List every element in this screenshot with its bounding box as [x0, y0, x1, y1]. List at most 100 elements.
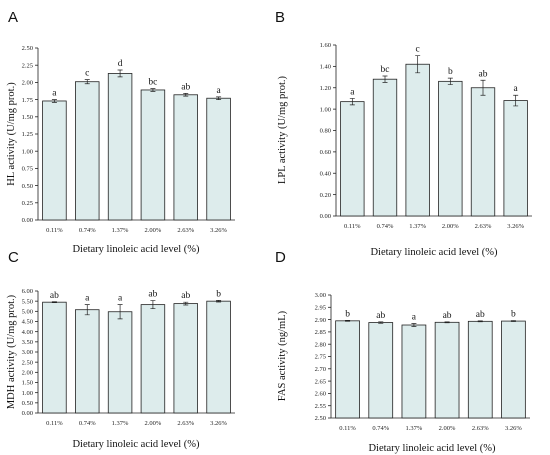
x-axis-label: Dietary linoleic acid level (%) — [72, 244, 200, 255]
y-tick-label: 0.60 — [320, 149, 331, 156]
y-tick-label: 0.50 — [22, 400, 33, 407]
y-tick-label: 2.60 — [315, 391, 326, 398]
y-tick-label: 2.65 — [315, 378, 326, 385]
significance-letter: b — [511, 310, 516, 320]
y-tick-label: 1.50 — [22, 114, 33, 121]
y-tick-label: 3.50 — [22, 339, 33, 346]
y-tick-label: 2.80 — [315, 341, 326, 348]
axis-lines — [37, 48, 235, 221]
bar — [206, 97, 231, 221]
y-tick-label: 0.50 — [22, 183, 33, 190]
y-tick-label: 5.00 — [22, 309, 33, 316]
x-tick-label: 2.63% — [177, 227, 194, 234]
error-bar — [382, 75, 388, 83]
significance-letter: ab — [443, 311, 452, 321]
x-tick-label: 2.00% — [145, 227, 162, 234]
significance-letter: d — [118, 59, 123, 69]
x-axis-label: Dietary linoleic acid level (%) — [72, 439, 200, 450]
significance-letter: b — [345, 309, 350, 319]
y-tick-label: 5.50 — [22, 298, 33, 305]
significance-letter: b — [216, 289, 221, 299]
significance-letter: bc — [148, 78, 157, 88]
y-tick-label: 0.80 — [320, 128, 331, 135]
bar — [438, 80, 463, 217]
y-tick-label: 2.50 — [22, 45, 33, 52]
y-tick-label: 0.20 — [320, 192, 331, 199]
x-tick-label: 1.37% — [112, 420, 129, 427]
significance-letter: a — [514, 84, 519, 94]
axis-lines — [335, 45, 532, 217]
y-tick-label: 3.00 — [22, 349, 33, 356]
bar — [107, 311, 133, 414]
bar — [503, 100, 528, 217]
x-tick-label: 0.11% — [46, 227, 63, 234]
y-tick-label: 2.90 — [315, 317, 326, 324]
x-tick-label: 2.00% — [442, 223, 459, 230]
bar — [206, 300, 231, 414]
significance-letter: ab — [479, 69, 488, 79]
y-tick-label: 2.50 — [22, 359, 33, 366]
bar — [140, 304, 166, 414]
significance-letter: ab — [181, 82, 190, 92]
error-bar — [349, 98, 355, 106]
y-tick-label: 1.00 — [22, 148, 33, 155]
significance-letter: ab — [376, 311, 385, 321]
significance-letter: a — [52, 89, 57, 99]
y-tick-label: 2.85 — [315, 329, 326, 336]
bar — [42, 100, 67, 221]
bar — [140, 89, 166, 221]
y-tick-label: 1.00 — [22, 390, 33, 397]
error-bar — [444, 321, 450, 324]
x-tick-label: 2.63% — [475, 223, 492, 230]
bar — [501, 320, 526, 419]
error-bar — [513, 94, 519, 107]
error-bar — [480, 79, 486, 96]
panel-letter: D — [275, 249, 286, 266]
significance-letter: ab — [50, 291, 59, 301]
x-tick-label: 2.63% — [472, 425, 489, 432]
x-axis-label: Dietary linoleic acid level (%) — [370, 247, 498, 258]
y-tick-label: 2.70 — [315, 366, 326, 373]
y-tick-label: 0.40 — [320, 170, 331, 177]
bar — [434, 321, 460, 419]
x-tick-label: 3.26% — [210, 227, 227, 234]
panel-letter: A — [8, 9, 18, 26]
y-tick-label: 1.75 — [22, 97, 33, 104]
error-bar — [51, 99, 57, 103]
y-tick-label: 2.00 — [22, 80, 33, 87]
x-tick-label: 1.37% — [112, 227, 129, 234]
error-bar — [415, 55, 421, 74]
x-tick-label: 0.74% — [377, 223, 394, 230]
bar — [173, 94, 198, 221]
x-tick-label: 0.11% — [344, 223, 361, 230]
significance-letter: bc — [381, 65, 390, 75]
y-tick-label: 2.95 — [315, 305, 326, 312]
y-tick-label: 2.00 — [22, 370, 33, 377]
bar — [470, 87, 496, 217]
bar — [401, 324, 427, 419]
x-tick-label: 0.74% — [79, 227, 96, 234]
y-tick-label: 0.25 — [22, 200, 33, 207]
bar — [368, 322, 394, 419]
bar — [340, 101, 365, 217]
bar — [467, 320, 493, 419]
significance-letter: c — [85, 69, 89, 79]
x-axis-label: Dietary linoleic acid level (%) — [368, 443, 496, 454]
x-tick-label: 2.63% — [177, 420, 194, 427]
y-tick-label: 1.25 — [22, 131, 33, 138]
error-bar — [150, 88, 156, 92]
panel-letter: C — [8, 249, 19, 266]
error-bar — [447, 77, 453, 85]
x-tick-label: 2.00% — [439, 425, 456, 432]
error-bar — [117, 69, 123, 78]
bar — [75, 309, 100, 414]
significance-letter: a — [350, 87, 355, 97]
axis-lines — [37, 291, 235, 414]
x-tick-label: 0.74% — [372, 425, 389, 432]
significance-letter: ab — [476, 310, 485, 320]
y-tick-label: 0.00 — [320, 213, 331, 220]
bar — [335, 320, 360, 419]
error-bar — [117, 304, 123, 320]
bar — [173, 303, 198, 414]
y-axis-label: MDH activity (U/mg prot.) — [6, 294, 17, 409]
